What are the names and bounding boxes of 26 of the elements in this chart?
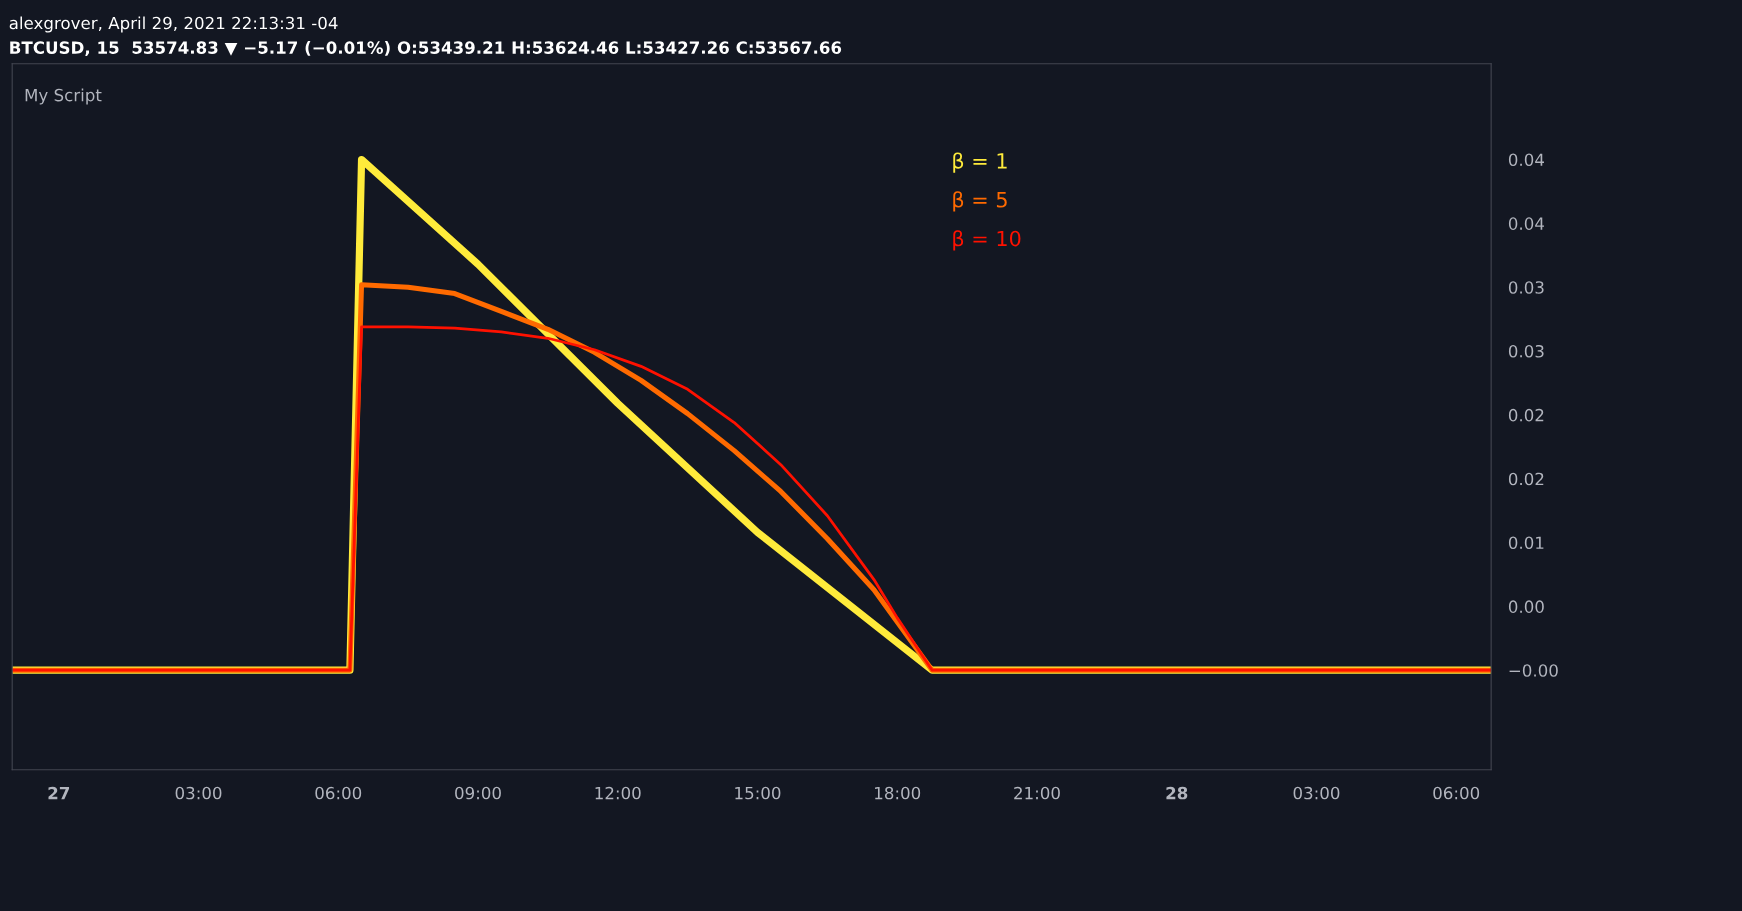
text: β = 5 bbox=[953, 191, 1007, 212]
x-tick-label: 03:00 bbox=[1293, 786, 1340, 800]
text: β = 10 bbox=[953, 230, 1021, 251]
y-tick-label: 0.01 bbox=[1508, 536, 1544, 550]
x-tick-label: 06:00 bbox=[1433, 786, 1480, 800]
x-tick-label: 15:00 bbox=[735, 786, 781, 800]
y-tick-label: 0.00 bbox=[1508, 600, 1544, 613]
y-tick-label: 0.04 bbox=[1508, 153, 1544, 167]
annotation: My Script bbox=[25, 88, 102, 105]
x-tick-label: 21:00 bbox=[1014, 786, 1060, 800]
x-tick-label: 18:00 bbox=[875, 786, 921, 800]
y-tick-label: 0.03 bbox=[1508, 281, 1544, 294]
x-tick-label: 09:00 bbox=[455, 786, 501, 800]
x-tick-label: 03:00 bbox=[175, 786, 222, 800]
x-tick-label: 27 bbox=[48, 786, 70, 800]
y-tick-label: 0.03 bbox=[1508, 344, 1544, 358]
x-tick-label: 06:00 bbox=[315, 786, 362, 800]
text: β = 1 bbox=[953, 152, 1007, 173]
chart-title: alexgrover, April 29, 2021 22:13:31 -04 bbox=[9, 16, 338, 33]
x-tick-label: 28 bbox=[1166, 786, 1188, 800]
chart-subtitle: BTCUSD, 15 53574.83 ▼ −5.17 (−0.01%) O:53439.21 H:53624.46 L:53427.26 C:53567.66 bbox=[10, 41, 842, 57]
x-tick-label: 12:00 bbox=[595, 786, 641, 800]
y-tick-label: 0.04 bbox=[1508, 217, 1544, 230]
y-tick-label: 0.02 bbox=[1508, 408, 1544, 422]
y-tick-label: −0.00 bbox=[1509, 664, 1558, 677]
y-tick-label: 0.02 bbox=[1508, 472, 1544, 486]
